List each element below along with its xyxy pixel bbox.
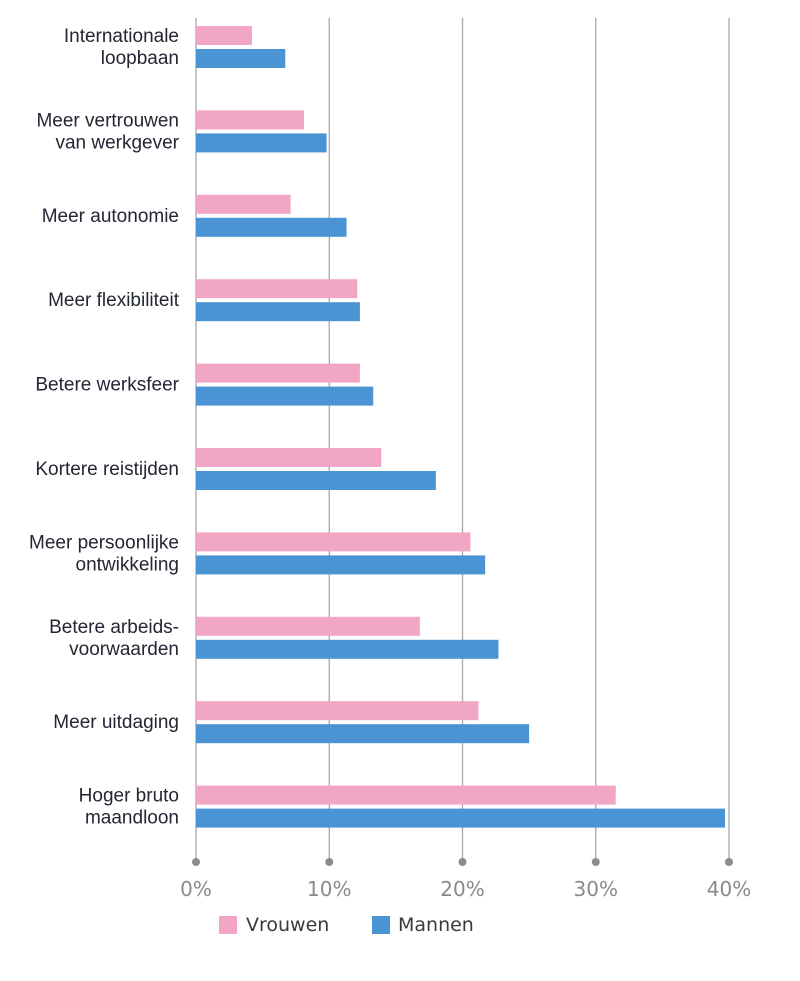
axis-tick-dot [591,858,600,866]
category-label: Meer persoonlijke [29,532,179,553]
gridlines [195,18,730,862]
bar-mannen [196,555,486,575]
legend-label-vrouwen: Vrouwen [246,914,329,936]
axis-tick-dot [458,858,467,866]
legend-label-mannen: Mannen [398,914,474,936]
bar-vrouwen [196,701,479,721]
category-label: Meer vertrouwen [36,110,179,131]
category-label: Meer flexibiliteit [48,290,180,311]
bar-mannen [196,302,360,322]
x-axis: 0% 10% 20% 30% 40% [180,858,751,901]
bar-vrouwen [196,532,471,552]
category-label: loopbaan [101,48,179,69]
bar-mannen [196,133,327,153]
category-label: van werkgever [55,132,179,153]
axis-tick-dot [725,858,733,866]
bar-mannen [196,471,436,490]
bar-mannen [196,639,499,659]
legend-swatch-vrouwen [219,916,237,934]
bar-vrouwen [196,363,360,383]
bar-vrouwen [196,448,382,467]
category-label: Hoger bruto [79,786,179,807]
axis-tick-dot [325,858,334,866]
x-tick-label: 20% [440,877,484,901]
category-label: Kortere reistijden [35,459,179,480]
bar-vrouwen [196,26,252,45]
bars [196,26,726,828]
category-label: ontwikkeling [76,554,180,575]
bar-mannen [196,386,374,406]
x-tick-label: 40% [707,877,751,901]
x-tick-label: 30% [574,877,618,901]
bar-vrouwen [196,616,420,636]
x-tick-label: 0% [180,877,212,901]
bar-vrouwen [196,785,616,805]
category-label: Meer uitdaging [53,712,179,733]
category-label: voorwaarden [69,639,179,660]
legend-swatch-mannen [372,916,390,934]
category-label: Betere werksfeer [35,375,179,396]
bar-mannen [196,724,530,744]
legend: Vrouwen Mannen [219,914,474,936]
axis-tick-dot [192,858,200,866]
category-label: Internationale [64,26,179,47]
x-tick-label: 10% [307,877,351,901]
bar-mannen [196,217,347,237]
category-label: Meer autonomie [42,206,179,227]
bar-vrouwen [196,110,304,130]
category-label: Betere arbeids- [49,617,179,638]
bar-vrouwen [196,279,358,299]
category-label: maandloon [85,808,179,829]
bar-mannen [196,808,726,828]
bar-vrouwen [196,194,291,214]
bar-mannen [196,49,286,68]
